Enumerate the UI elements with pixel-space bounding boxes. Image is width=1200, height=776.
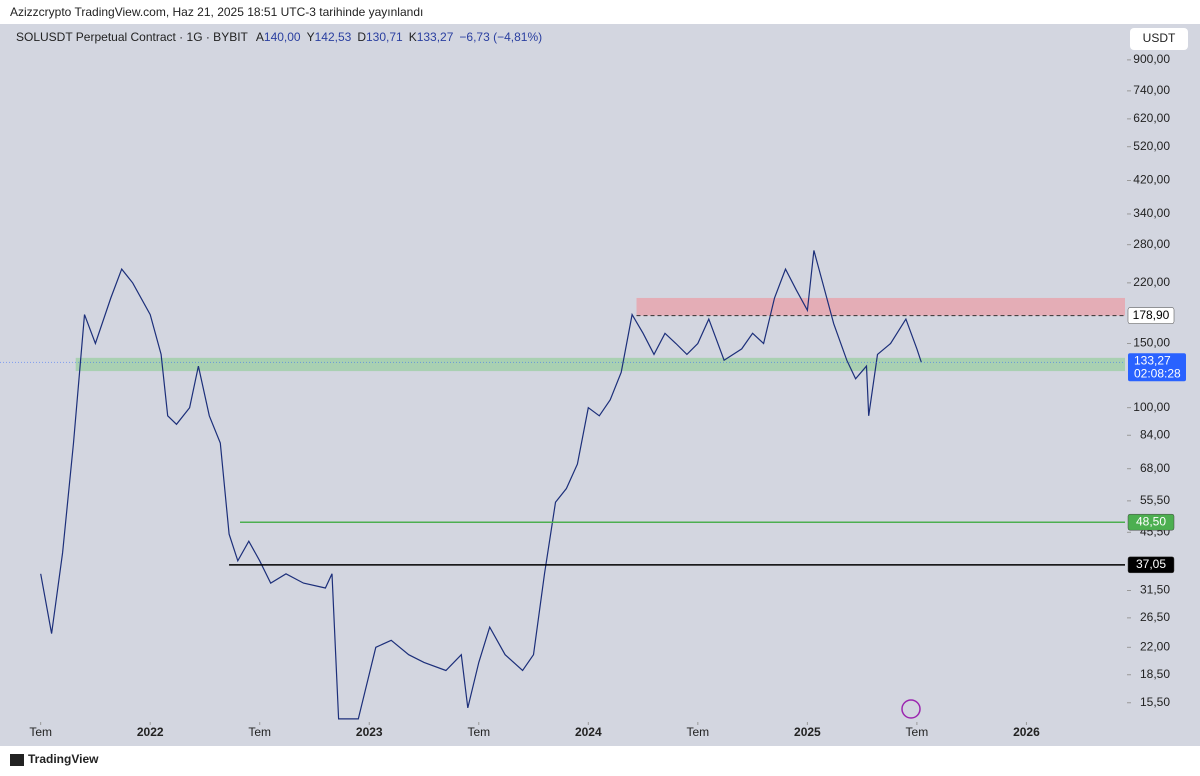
y-tick-label: 280,00 (1133, 237, 1170, 251)
y-tick-label: 84,00 (1140, 427, 1170, 441)
y-tick-label: 340,00 (1133, 206, 1170, 220)
level-label: 37,05 (1136, 557, 1166, 571)
y-tick-label: 22,00 (1140, 639, 1170, 653)
ohlc-key: Y (307, 30, 315, 44)
ohlc-key: A (256, 30, 264, 44)
zone (636, 297, 1125, 316)
x-tick-label: Tem (906, 725, 929, 739)
change: −6,73 (−4,81%) (459, 30, 542, 44)
y-tick-label: 68,00 (1140, 461, 1170, 475)
footer-logo: TradingView (28, 752, 99, 766)
y-tick-label: 100,00 (1133, 400, 1170, 414)
y-tick-label: 18,50 (1140, 667, 1170, 681)
x-tick-label: Tem (467, 725, 490, 739)
chart-title: Azizzcrypto TradingView.com, Haz 21, 202… (10, 5, 423, 19)
y-tick-label: 520,00 (1133, 139, 1170, 153)
x-tick-label: 2023 (356, 725, 383, 739)
zone (75, 357, 1126, 372)
ohlc-key: K (409, 30, 417, 44)
level-label-box (1127, 513, 1175, 531)
y-tick-label: 620,00 (1133, 111, 1170, 125)
x-tick-label: 2024 (575, 725, 602, 739)
symbol: SOLUSDT Perpetual Contract · 1G · BYBIT (16, 30, 249, 44)
last-price-box (1128, 353, 1186, 382)
y-tick-label: 740,00 (1133, 83, 1170, 97)
ohlc-value: 133,27 (417, 30, 454, 44)
level-label-box (1127, 556, 1175, 574)
x-tick-label: 2026 (1013, 725, 1040, 739)
currency-box[interactable] (1130, 28, 1188, 50)
y-tick-label: 31,50 (1140, 583, 1170, 597)
level-label-box (1127, 307, 1175, 324)
y-tick-label: 150,00 (1133, 336, 1170, 350)
price-line (40, 250, 922, 720)
x-tick-label: 2025 (794, 725, 821, 739)
logo-icon (10, 754, 24, 766)
currency[interactable]: USDT (1143, 31, 1176, 45)
level-label: 48,50 (1136, 514, 1166, 528)
ohlc-value: 130,71 (366, 30, 403, 44)
y-tick-label: 220,00 (1133, 275, 1170, 289)
countdown: 02:08:28 (1134, 366, 1181, 380)
event-icon[interactable] (901, 699, 921, 719)
ohlc-value: 140,00 (264, 30, 301, 44)
last-price-label: 133,27 (1134, 353, 1171, 367)
y-tick-label: 900,00 (1133, 52, 1170, 66)
x-tick-label: Tem (29, 725, 52, 739)
x-tick-label: 2022 (137, 725, 164, 739)
ohlc-value: 142,53 (315, 30, 352, 44)
level-label: 178,90 (1133, 308, 1170, 322)
y-tick-label: 55,50 (1140, 493, 1170, 507)
x-tick-label: Tem (248, 725, 271, 739)
x-tick-label: Tem (687, 725, 710, 739)
chart-pane (0, 24, 1200, 746)
y-tick-label: 15,50 (1140, 695, 1170, 709)
y-tick-label: 26,50 (1140, 610, 1170, 624)
y-tick-label: 420,00 (1133, 173, 1170, 187)
ohlc-key: D (357, 30, 366, 44)
